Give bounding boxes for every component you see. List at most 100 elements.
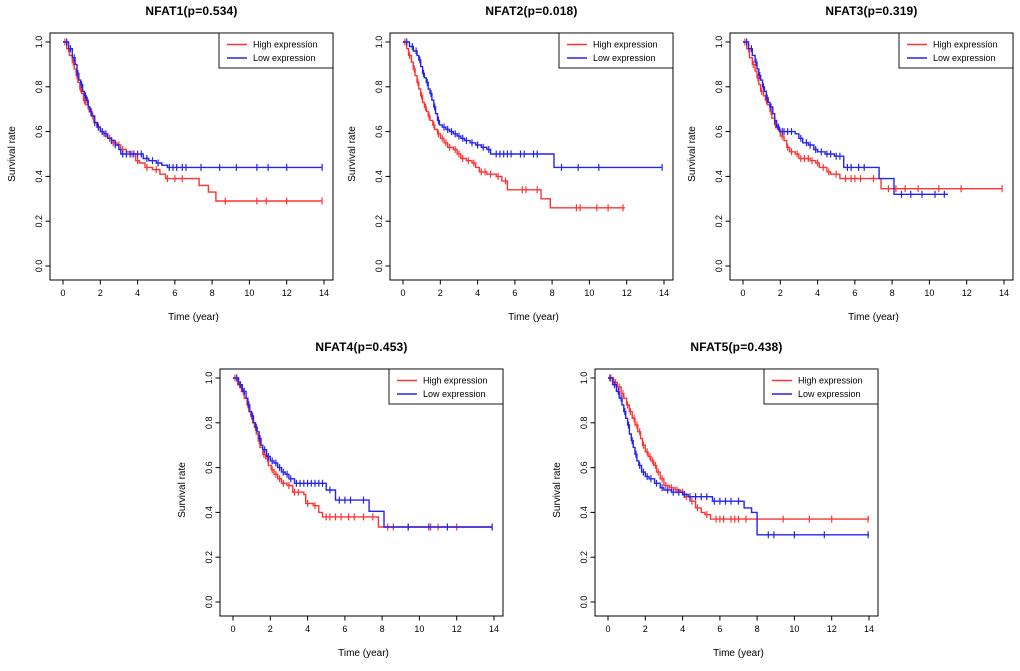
x-tick-label: 2 [268,624,273,634]
x-tick-label: 14 [319,288,329,298]
x-tick-label: 10 [789,624,799,634]
km-chart-nfat1: 0 2 4 6 8 10 12 14 0.0 0.2 0.4 0.6 0.8 1.0 Time (year)… [7,32,334,323]
x-tick-label: 0 [400,288,405,298]
plot-box [594,368,879,617]
x-tick-label: 14 [659,288,669,298]
y-tick-label: 0.2 [204,551,214,564]
y-tick-label: 0.0 [714,260,724,273]
legend-label: High expression [593,40,658,50]
chart-title-nfat2: NFAT2(p=0.018) [485,4,578,18]
x-axis-label: Time (year) [338,648,389,659]
legend-label: Low expression [933,53,996,63]
y-tick-label: 0.4 [204,506,214,519]
legend-label: Low expression [253,53,316,63]
legend-box [388,368,504,405]
km-panel-nfat1: NFAT1(p=0.534) 0 2 4 6 8 10 12 14 0.0 0.2 0.4 0.6 0.… [0,0,340,335]
x-tick-label: 12 [622,288,632,298]
y-axis-label: Survival rate [687,126,698,182]
x-tick-label: 10 [924,288,934,298]
x-tick-label: 14 [489,624,499,634]
x-tick-label: 8 [380,624,385,634]
y-tick-label: 0.6 [34,125,44,138]
y-axis-label: Survival rate [7,126,18,182]
legend: High expression Low expression [558,32,674,69]
km-panel-nfat3: NFAT3(p=0.319) 0 2 4 6 8 10 12 14 0.0 0.2 0.4 0.6 0.… [680,0,1020,335]
x-tick-label: 2 [98,288,103,298]
legend: High expression Low expression [388,368,504,405]
x-axis-label: Time (year) [508,312,559,323]
km-chart-nfat4: 0 2 4 6 8 10 12 14 0.0 0.2 0.4 0.6 0.8 1.0 Time (year)… [177,368,504,659]
y-tick-label: 1.0 [204,372,214,385]
y-tick-label: 0.8 [34,81,44,94]
y-axis-label: Survival rate [177,462,188,518]
x-tick-label: 8 [210,288,215,298]
x-tick-label: 6 [717,624,722,634]
y-tick-label: 0.4 [374,170,384,183]
x-tick-label: 6 [512,288,517,298]
y-tick-label: 0.2 [374,215,384,228]
y-tick-label: 1.0 [34,36,44,49]
x-tick-label: 2 [438,288,443,298]
x-tick-label: 0 [740,288,745,298]
x-tick-label: 0 [230,624,235,634]
x-tick-label: 12 [282,288,292,298]
legend-label: High expression [798,376,863,386]
x-tick-label: 12 [452,624,462,634]
x-tick-label: 12 [827,624,837,634]
chart-title-nfat4: NFAT4(p=0.453) [315,340,408,354]
y-tick-label: 0.4 [714,170,724,183]
legend: High expression Low expression [898,32,1014,69]
x-tick-label: 0 [60,288,65,298]
km-panel-nfat4: NFAT4(p=0.453) 0 2 4 6 8 10 12 14 0.0 0.2 0.4 0.6 0.… [170,336,510,671]
plot-box [729,32,1014,281]
x-tick-label: 6 [342,624,347,634]
y-tick-label: 0.8 [714,81,724,94]
plot-box [49,32,334,281]
legend: High expression Low expression [218,32,334,69]
y-tick-label: 0.0 [374,260,384,273]
x-axis-label: Time (year) [168,312,219,323]
y-tick-label: 0.0 [204,596,214,609]
km-panel-nfat5: NFAT5(p=0.438) 0 2 4 6 8 10 12 14 0.0 0.2 0.4 0.6 0.… [545,336,885,671]
y-tick-label: 0.2 [579,551,589,564]
y-tick-label: 0.2 [714,215,724,228]
y-axis-label: Survival rate [552,462,563,518]
x-tick-label: 4 [680,624,685,634]
y-tick-label: 1.0 [714,36,724,49]
y-tick-label: 1.0 [579,372,589,385]
x-tick-label: 2 [643,624,648,634]
chart-title-nfat5: NFAT5(p=0.438) [690,340,783,354]
plot-box [389,32,674,281]
y-tick-label: 0.8 [204,417,214,430]
x-tick-label: 8 [755,624,760,634]
high-expression-curve [608,377,869,520]
y-axis-label: Survival rate [347,126,358,182]
x-tick-label: 10 [584,288,594,298]
x-tick-label: 4 [135,288,140,298]
legend-label: High expression [933,40,998,50]
y-tick-label: 1.0 [374,36,384,49]
plot-box [219,368,504,617]
y-tick-label: 0.0 [34,260,44,273]
km-chart-nfat5: 0 2 4 6 8 10 12 14 0.0 0.2 0.4 0.6 0.8 1.0 Time (year)… [552,368,879,659]
x-tick-label: 4 [815,288,820,298]
legend-label: High expression [423,376,488,386]
km-panel-nfat2: NFAT2(p=0.018) 0 2 4 6 8 10 12 14 0.0 0.2 0.4 0.6 0.… [340,0,680,335]
x-tick-label: 8 [890,288,895,298]
x-tick-label: 0 [605,624,610,634]
x-tick-label: 4 [475,288,480,298]
x-tick-label: 2 [778,288,783,298]
y-tick-label: 0.6 [204,461,214,474]
x-tick-label: 6 [852,288,857,298]
x-tick-label: 8 [550,288,555,298]
x-axis-label: Time (year) [713,648,764,659]
y-tick-label: 0.4 [579,506,589,519]
x-tick-label: 10 [414,624,424,634]
km-chart-nfat2: 0 2 4 6 8 10 12 14 0.0 0.2 0.4 0.6 0.8 1.0 Time (year)… [347,32,674,323]
chart-title-nfat3: NFAT3(p=0.319) [825,4,918,18]
y-tick-label: 0.2 [34,215,44,228]
legend-box [898,32,1014,69]
y-tick-label: 0.8 [579,417,589,430]
x-tick-label: 10 [244,288,254,298]
